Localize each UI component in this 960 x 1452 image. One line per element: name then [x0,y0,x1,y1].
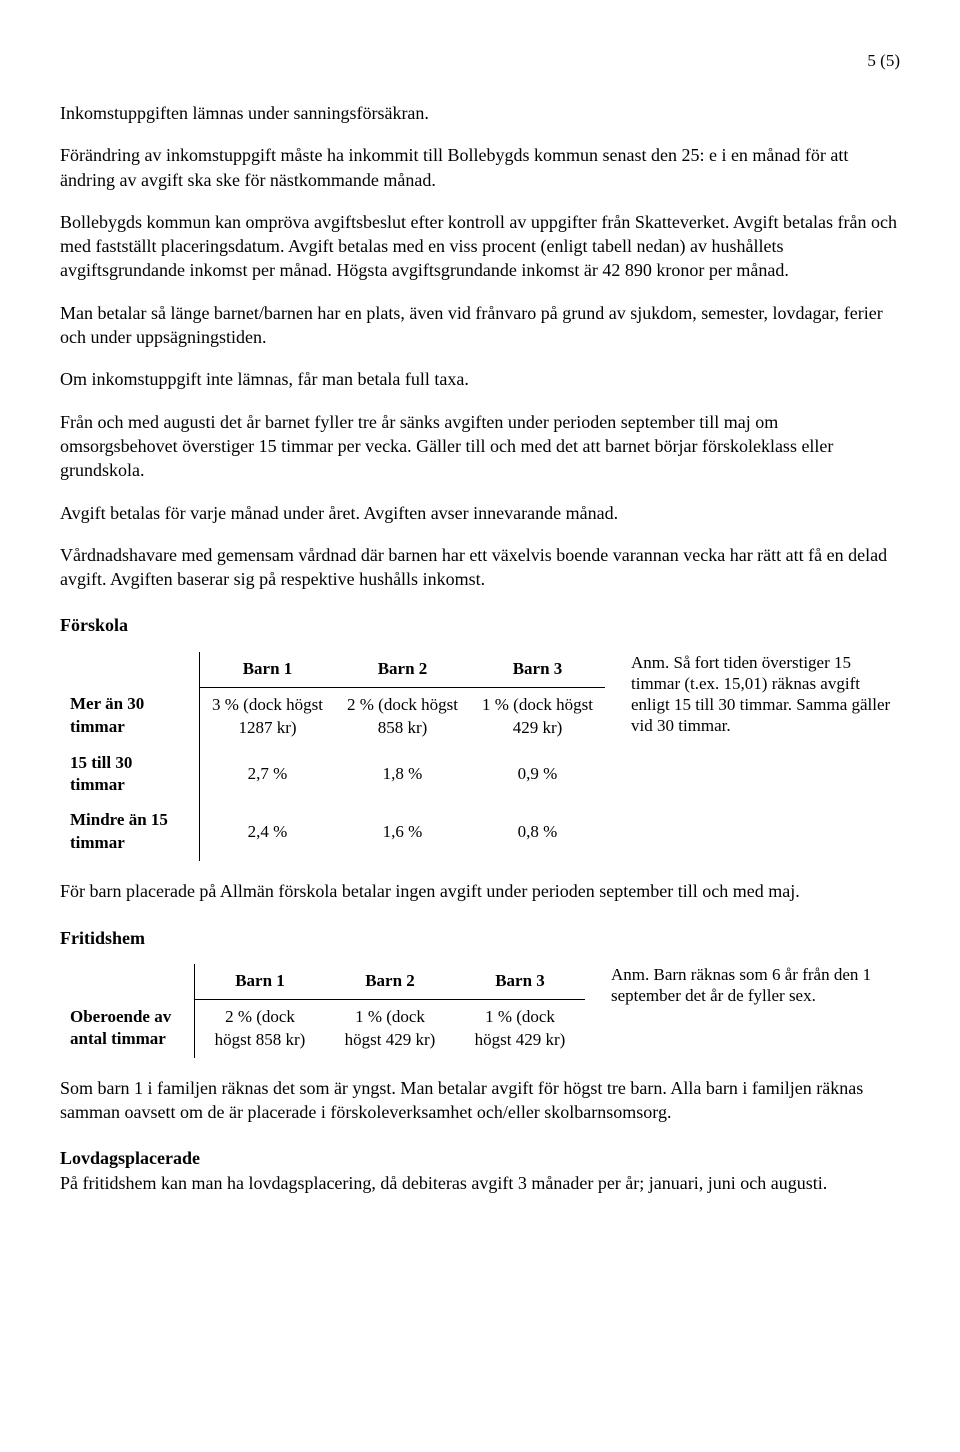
body-paragraph: Man betalar så länge barnet/barnen har e… [60,301,900,350]
table-header-barn3: Barn 3 [455,964,585,999]
table-header-barn2: Barn 2 [335,652,470,687]
table-cell: 2 % (dock högst 858 kr) [195,999,326,1057]
table-row: Mer än 30 timmar 3 % (dock högst 1287 kr… [60,687,605,745]
row-label: Oberoende av antal timmar [60,999,195,1057]
fritidshem-table-wrap: Barn 1 Barn 2 Barn 3 Oberoende av antal … [60,964,900,1058]
table-row: 15 till 30 timmar 2,7 % 1,8 % 0,9 % [60,746,605,804]
body-paragraph: Avgift betalas för varje månad under åre… [60,501,900,525]
section-heading-fritidshem: Fritidshem [60,926,900,950]
table-header-barn1: Barn 1 [200,652,336,687]
table-header-empty [60,652,200,687]
page-number: 5 (5) [60,50,900,73]
body-paragraph: Vårdnadshavare med gemensam vårdnad där … [60,543,900,592]
table-cell: 1 % (dock högst 429 kr) [470,687,605,745]
table-cell: 3 % (dock högst 1287 kr) [200,687,336,745]
table-cell: 2,4 % [200,803,336,861]
fritidshem-note: Anm. Barn räknas som 6 år från den 1 sep… [611,964,900,1007]
body-paragraph: Inkomstuppgiften lämnas under sanningsfö… [60,101,900,125]
table-cell: 0,9 % [470,746,605,804]
forskola-table: Barn 1 Barn 2 Barn 3 Mer än 30 timmar 3 … [60,652,605,862]
body-paragraph: Från och med augusti det år barnet fylle… [60,410,900,483]
section-heading-lovdags: Lovdagsplacerade [60,1146,900,1170]
table-cell: 1 % (dock högst 429 kr) [325,999,455,1057]
table-header-row: Barn 1 Barn 2 Barn 3 [60,964,585,999]
body-paragraph: Som barn 1 i familjen räknas det som är … [60,1076,900,1125]
section-heading-forskola: Förskola [60,613,900,637]
body-paragraph: Bollebygds kommun kan ompröva avgiftsbes… [60,210,900,283]
table-cell: 1,6 % [335,803,470,861]
table-header-barn1: Barn 1 [195,964,326,999]
body-paragraph: För barn placerade på Allmän förskola be… [60,879,900,903]
table-cell: 1,8 % [335,746,470,804]
table-cell: 0,8 % [470,803,605,861]
table-header-row: Barn 1 Barn 2 Barn 3 [60,652,605,687]
body-paragraph: Förändring av inkomstuppgift måste ha in… [60,143,900,192]
body-paragraph: Om inkomstuppgift inte lämnas, får man b… [60,367,900,391]
body-paragraph: På fritidshem kan man ha lovdagsplacerin… [60,1171,900,1195]
table-header-barn2: Barn 2 [325,964,455,999]
table-row: Oberoende av antal timmar 2 % (dock högs… [60,999,585,1057]
fritidshem-table: Barn 1 Barn 2 Barn 3 Oberoende av antal … [60,964,585,1058]
row-label: 15 till 30 timmar [60,746,200,804]
row-label: Mer än 30 timmar [60,687,200,745]
forskola-table-wrap: Barn 1 Barn 2 Barn 3 Mer än 30 timmar 3 … [60,652,900,862]
table-cell: 2,7 % [200,746,336,804]
table-cell: 2 % (dock högst 858 kr) [335,687,470,745]
forskola-note: Anm. Så fort tiden överstiger 15 timmar … [631,652,900,737]
table-cell: 1 % (dock högst 429 kr) [455,999,585,1057]
table-header-empty [60,964,195,999]
row-label: Mindre än 15 timmar [60,803,200,861]
table-header-barn3: Barn 3 [470,652,605,687]
table-row: Mindre än 15 timmar 2,4 % 1,6 % 0,8 % [60,803,605,861]
